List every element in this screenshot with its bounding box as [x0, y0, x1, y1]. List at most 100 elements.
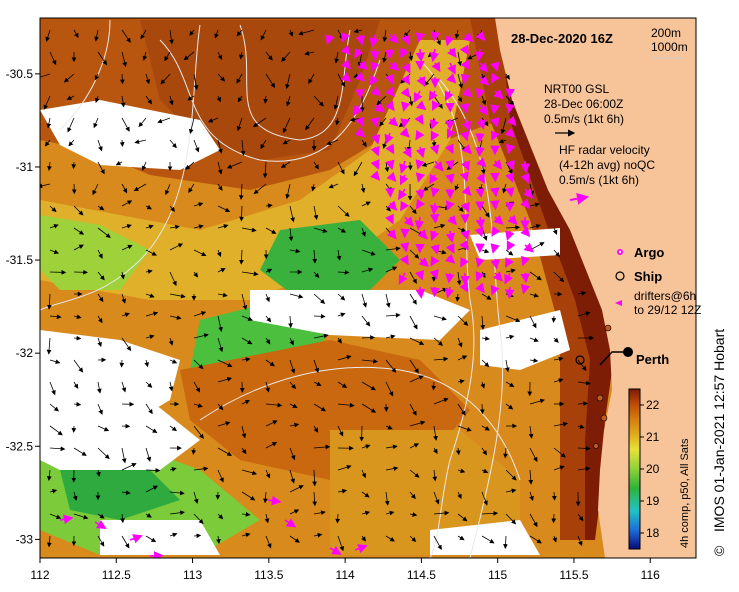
- hf-radar-arrow: [397, 188, 408, 201]
- gsl-velocity-arrow: [134, 139, 147, 144]
- hf-radar-arrow: [462, 87, 473, 98]
- gsl-velocity-arrow: [553, 356, 564, 362]
- gsl-velocity-arrow: [409, 337, 425, 345]
- gsl-velocity-arrow: [217, 447, 233, 456]
- gsl-velocity-arrow: [73, 381, 79, 389]
- hf-radar-arrow: [267, 495, 282, 506]
- gsl-velocity-arrow: [288, 29, 294, 37]
- gsl-velocity-arrow: [43, 95, 51, 110]
- gsl-velocity-arrow: [141, 161, 147, 171]
- gsl-velocity-arrow: [457, 535, 465, 541]
- gsl-velocity-arrow: [216, 249, 222, 258]
- gsl-velocity-arrow: [479, 403, 485, 415]
- gsl-velocity-arrow: [145, 73, 151, 85]
- gsl-velocity-arrow: [157, 117, 171, 124]
- gsl-velocity-arrow: [361, 469, 366, 479]
- gsl-velocity-arrow: [361, 403, 377, 413]
- y-tick-label: -32: [16, 346, 34, 360]
- gsl-velocity-arrow: [353, 28, 363, 34]
- hf-radar-arrow: [414, 114, 424, 125]
- gsl-velocity-arrow: [46, 469, 52, 482]
- hf-radar-arrow: [387, 200, 398, 211]
- hf-radar-arrow: [59, 514, 74, 525]
- hf-radar-arrow: [431, 100, 441, 111]
- hf-radar-arrow: [400, 74, 410, 86]
- hf-radar-arrow: [340, 59, 351, 70]
- gsl-velocity-arrow: [361, 381, 376, 391]
- gsl-velocity-arrow: [238, 183, 244, 200]
- gsl-legend-line3: 0.5m/s (1kt 6h): [544, 112, 624, 126]
- gsl-velocity-arrow: [502, 183, 507, 194]
- hf-radar-arrow: [475, 30, 486, 41]
- gsl-velocity-arrow: [217, 139, 223, 154]
- gsl-velocity-arrow: [285, 73, 291, 90]
- gsl-velocity-arrow: [361, 491, 370, 498]
- bathy-legend-200m: 200m: [651, 26, 681, 40]
- gsl-velocity-arrow: [239, 205, 244, 222]
- gsl-velocity-arrow: [326, 139, 339, 146]
- gsl-velocity-arrow: [289, 359, 296, 374]
- hf-radar-arrow: [355, 116, 365, 128]
- gsl-velocity-arrow: [265, 203, 273, 209]
- gsl-velocity-arrow: [72, 491, 78, 501]
- gsl-velocity-arrow: [145, 403, 153, 415]
- gsl-velocity-arrow: [385, 381, 394, 397]
- gsl-velocity-arrow: [409, 271, 417, 284]
- x-tick-label: 112: [30, 568, 49, 582]
- x-tick-label: 115.5: [559, 568, 588, 582]
- hf-radar-arrow: [429, 118, 439, 130]
- gsl-velocity-arrow: [193, 491, 199, 504]
- gsl-velocity-arrow: [96, 469, 101, 477]
- gsl-velocity-arrow: [169, 532, 178, 538]
- gsl-velocity-arrow: [551, 513, 557, 524]
- hf-radar-arrow: [415, 48, 426, 63]
- gsl-velocity-arrow: [422, 183, 435, 191]
- gsl-velocity-arrow: [138, 117, 147, 128]
- gsl-velocity-arrow: [145, 334, 155, 340]
- colorbar-tick-label: 20: [646, 462, 660, 476]
- gsl-velocity-arrow: [529, 315, 537, 329]
- gsl-velocity-arrow: [160, 73, 171, 85]
- hf-radar-arrow: [430, 187, 440, 198]
- gsl-velocity-arrow: [73, 314, 82, 320]
- hf-radar-arrow: [476, 173, 485, 184]
- gsl-velocity-arrow: [46, 535, 52, 548]
- gsl-velocity-arrow: [529, 202, 540, 208]
- gsl-velocity-arrow: [96, 381, 102, 394]
- hf-radar-arrow: [460, 59, 471, 70]
- gsl-velocity-arrow: [312, 491, 318, 507]
- gsl-velocity-arrow: [241, 532, 251, 538]
- gsl-velocity-arrow: [480, 315, 486, 330]
- gsl-velocity-arrow: [409, 443, 420, 449]
- gsl-velocity-arrow: [308, 73, 315, 84]
- gsl-velocity-arrow: [265, 73, 276, 89]
- gsl-velocity-arrow: [145, 269, 153, 274]
- gsl-velocity-arrow: [385, 359, 397, 373]
- gsl-velocity-arrow: [121, 337, 132, 352]
- hf-radar-arrow: [490, 258, 500, 270]
- gsl-velocity-arrow: [193, 311, 207, 317]
- gsl-velocity-arrow: [529, 491, 534, 502]
- gsl-velocity-arrow: [119, 73, 125, 85]
- gsl-velocity-arrow: [265, 442, 278, 449]
- x-tick-label: 113.5: [254, 568, 283, 582]
- gsl-velocity-arrow: [285, 183, 291, 200]
- gsl-velocity-arrow: [505, 315, 521, 323]
- gsl-velocity-arrow: [409, 249, 420, 259]
- hf-radar-arrow: [520, 198, 530, 209]
- hf-radar-arrow: [461, 118, 471, 132]
- gsl-velocity-arrow: [97, 249, 103, 259]
- gsl-velocity-arrow: [433, 337, 443, 346]
- hf-radar-arrow: [460, 229, 470, 241]
- hf-radar-arrow: [447, 62, 456, 75]
- gsl-velocity-arrow: [217, 403, 224, 411]
- gsl-velocity-arrow: [260, 139, 267, 150]
- hf-radar-arrow: [521, 255, 531, 267]
- gsl-velocity-arrow: [289, 422, 300, 428]
- gsl-legend-line1: NRT00 GSL: [544, 82, 609, 96]
- gsl-velocity-arrow: [433, 491, 440, 505]
- hf-radar-arrow: [444, 286, 455, 299]
- gsl-velocity-arrow: [409, 535, 417, 543]
- hf-radar-arrow: [491, 226, 501, 237]
- gsl-velocity-arrow: [97, 139, 103, 152]
